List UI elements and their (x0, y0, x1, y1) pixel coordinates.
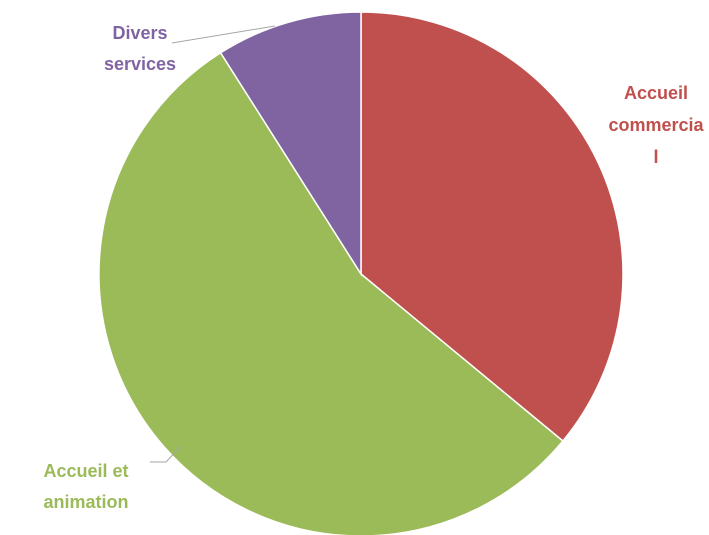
slice-label: Divers services (104, 23, 176, 74)
slice-label: Accueil et animation (43, 461, 128, 512)
pie-slice-accueil-commercial (360, 11, 624, 443)
slice-label: Accueil commercia l (608, 83, 704, 167)
pie-slices (98, 11, 624, 535)
pie-slice-accueil-et-animation (98, 51, 564, 535)
leader-line (150, 445, 182, 463)
leader-lines (150, 25, 276, 463)
slice-labels: Accueil commercia l Accueil et animation Dive… (43, 23, 704, 512)
leader-line (171, 25, 276, 44)
pie-slice-divers-services (219, 11, 362, 277)
